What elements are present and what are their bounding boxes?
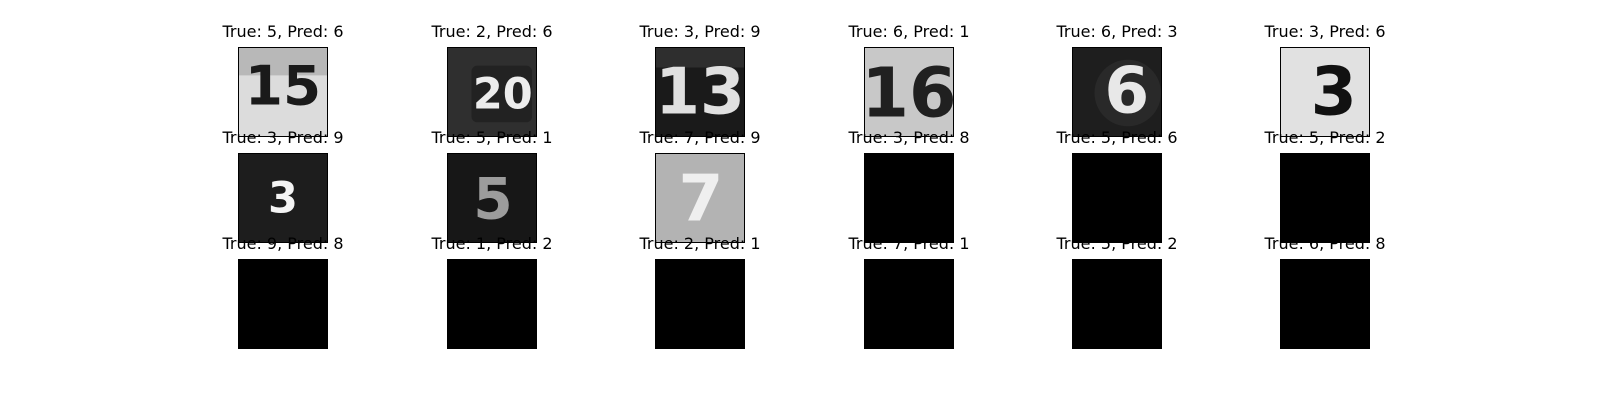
panel-title: True: 9, Pred: 8 [222, 234, 344, 253]
panel-title: True: 6, Pred: 1 [848, 22, 970, 41]
digits-glyph: 6 [1104, 54, 1149, 129]
panel-3-2: True: 1, Pred: 2 17 [431, 235, 553, 349]
panel-1-2: True: 2, Pred: 6 20 [431, 23, 553, 137]
panel-title: True: 1, Pred: 2 [431, 234, 553, 253]
digits-glyph: 7 [884, 270, 928, 343]
digits-glyph: 5 [473, 167, 512, 233]
digits-glyph: 26 [1079, 171, 1158, 237]
panel-3-4: True: 7, Pred: 1 7 [848, 235, 970, 349]
digits-glyph: 9 [890, 165, 932, 235]
panel-2-5: True: 5, Pred: 6 26 [1056, 129, 1178, 243]
digits-glyph: 15 [245, 54, 321, 118]
digit-thumbnail: 16 [864, 47, 954, 137]
digit-thumbnail: 36 [1280, 259, 1370, 349]
panel-2-1: True: 3, Pred: 9 3 [222, 129, 344, 243]
panel-title: True: 5, Pred: 1 [431, 128, 553, 147]
digits-glyph: 16 [865, 53, 953, 133]
panel-title: True: 3, Pred: 6 [1264, 22, 1386, 41]
panel-title: True: 3, Pred: 9 [639, 22, 761, 41]
digits-glyph: 2 [683, 276, 717, 333]
panel-3-5: True: 5, Pred: 2 15 [1056, 235, 1178, 349]
digit-thumbnail: 9 [238, 259, 328, 349]
digit-thumbnail: 26 [1072, 153, 1162, 243]
panel-2-4: True: 3, Pred: 8 9 [848, 129, 970, 243]
digit-thumbnail: 6 [1072, 47, 1162, 137]
digits-glyph: 9 [257, 264, 307, 348]
digits-glyph: 15 [1094, 284, 1140, 323]
digit-thumbnail: 7 [864, 259, 954, 349]
digit-thumbnail: 9 [864, 153, 954, 243]
digit-thumbnail: 15 [1072, 259, 1162, 349]
digit-thumbnail: 15 [238, 47, 328, 137]
digit-thumbnail: 5 [1280, 153, 1370, 243]
panel-1-5: True: 6, Pred: 3 6 [1056, 23, 1178, 137]
digits-glyph: 3 [268, 174, 298, 224]
panel-title: True: 6, Pred: 8 [1264, 234, 1386, 253]
panel-title: True: 2, Pred: 6 [431, 22, 553, 41]
panel-title: True: 3, Pred: 8 [848, 128, 970, 147]
panel-2-6: True: 5, Pred: 2 5 [1264, 129, 1386, 243]
digit-thumbnail: 17 [447, 259, 537, 349]
panel-1-3: True: 3, Pred: 9 13 [639, 23, 761, 137]
digit-thumbnail: 2 [655, 259, 745, 349]
panel-title: True: 2, Pred: 1 [639, 234, 761, 253]
digit-thumbnail: 7 [655, 153, 745, 243]
panel-1-1: True: 5, Pred: 6 15 [222, 23, 344, 137]
panel-3-3: True: 2, Pred: 1 2 [639, 235, 761, 349]
panel-2-2: True: 5, Pred: 1 5 [431, 129, 553, 243]
digits-glyph: 5 [1307, 160, 1342, 219]
panel-1-6: True: 3, Pred: 6 3 [1264, 23, 1386, 137]
panel-title: True: 7, Pred: 1 [848, 234, 970, 253]
panel-title: True: 6, Pred: 3 [1056, 22, 1178, 41]
panel-title: True: 5, Pred: 2 [1056, 234, 1178, 253]
panel-3-1: True: 9, Pred: 8 9 [222, 235, 344, 349]
panel-1-4: True: 6, Pred: 1 16 [848, 23, 970, 137]
digits-glyph: 17 [473, 282, 533, 332]
digit-thumbnail: 5 [447, 153, 537, 243]
digit-thumbnail: 20 [447, 47, 537, 137]
panel-title: True: 7, Pred: 9 [639, 128, 761, 147]
digits-glyph: 20 [473, 70, 533, 120]
panel-title: True: 5, Pred: 6 [222, 22, 344, 41]
panel-title: True: 5, Pred: 6 [1056, 128, 1178, 147]
panel-title: True: 5, Pred: 2 [1264, 128, 1386, 147]
digits-glyph: 36 [1289, 278, 1354, 333]
digit-thumbnail: 13 [655, 47, 745, 137]
panel-3-6: True: 6, Pred: 8 36 [1264, 235, 1386, 349]
digit-thumbnail: 3 [238, 153, 328, 243]
digits-glyph: 7 [679, 161, 724, 236]
digits-glyph: 13 [656, 55, 744, 130]
panel-2-3: True: 7, Pred: 9 7 [639, 129, 761, 243]
digits-glyph: 3 [1311, 52, 1357, 130]
panel-title: True: 3, Pred: 9 [222, 128, 344, 147]
digit-thumbnail: 3 [1280, 47, 1370, 137]
